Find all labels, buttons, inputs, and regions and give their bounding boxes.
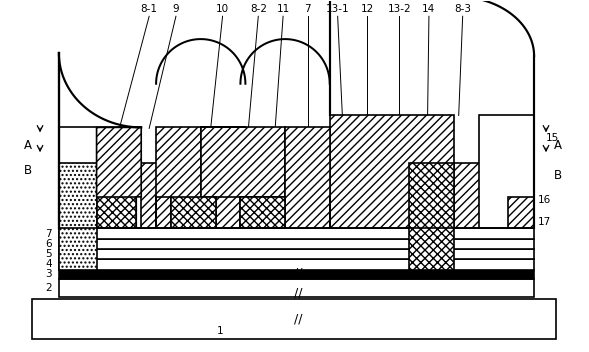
Text: //: // bbox=[294, 287, 302, 300]
Text: 13-2: 13-2 bbox=[388, 4, 411, 14]
Text: 3: 3 bbox=[45, 269, 52, 279]
Polygon shape bbox=[59, 163, 97, 270]
Polygon shape bbox=[59, 270, 534, 279]
Text: 8-3: 8-3 bbox=[454, 4, 471, 14]
Text: B: B bbox=[24, 164, 32, 177]
Text: 10: 10 bbox=[216, 4, 229, 14]
Text: //: // bbox=[294, 267, 302, 280]
Polygon shape bbox=[156, 127, 216, 228]
Text: B: B bbox=[554, 169, 562, 182]
Text: 8-2: 8-2 bbox=[250, 4, 267, 14]
Polygon shape bbox=[59, 228, 534, 239]
Polygon shape bbox=[59, 259, 534, 270]
Text: 6: 6 bbox=[45, 239, 52, 250]
Text: 2: 2 bbox=[45, 283, 52, 293]
Polygon shape bbox=[97, 197, 136, 228]
Polygon shape bbox=[59, 250, 534, 259]
Polygon shape bbox=[478, 115, 534, 228]
Text: 5: 5 bbox=[45, 249, 52, 259]
Text: 13-1: 13-1 bbox=[326, 4, 349, 14]
Polygon shape bbox=[285, 127, 330, 228]
Polygon shape bbox=[171, 197, 216, 228]
Text: 17: 17 bbox=[538, 216, 551, 227]
Polygon shape bbox=[330, 115, 454, 228]
Text: 11: 11 bbox=[276, 4, 290, 14]
Polygon shape bbox=[59, 127, 141, 228]
Text: 7: 7 bbox=[305, 4, 311, 14]
Text: 8-1: 8-1 bbox=[141, 4, 158, 14]
Text: 1: 1 bbox=[217, 326, 224, 336]
Polygon shape bbox=[201, 127, 285, 228]
Text: 4: 4 bbox=[45, 259, 52, 269]
Text: A: A bbox=[554, 139, 562, 152]
Text: 16: 16 bbox=[538, 195, 551, 205]
Polygon shape bbox=[409, 163, 454, 270]
Text: 7: 7 bbox=[45, 228, 52, 239]
Polygon shape bbox=[59, 239, 534, 250]
Polygon shape bbox=[59, 279, 534, 297]
Text: //: // bbox=[294, 312, 302, 325]
Polygon shape bbox=[97, 127, 141, 228]
Text: 14: 14 bbox=[422, 4, 435, 14]
Text: 15: 15 bbox=[546, 133, 559, 143]
Polygon shape bbox=[240, 197, 285, 228]
Text: 12: 12 bbox=[361, 4, 374, 14]
Text: 9: 9 bbox=[173, 4, 179, 14]
Polygon shape bbox=[59, 163, 534, 228]
Text: A: A bbox=[24, 139, 32, 152]
Polygon shape bbox=[32, 299, 556, 339]
